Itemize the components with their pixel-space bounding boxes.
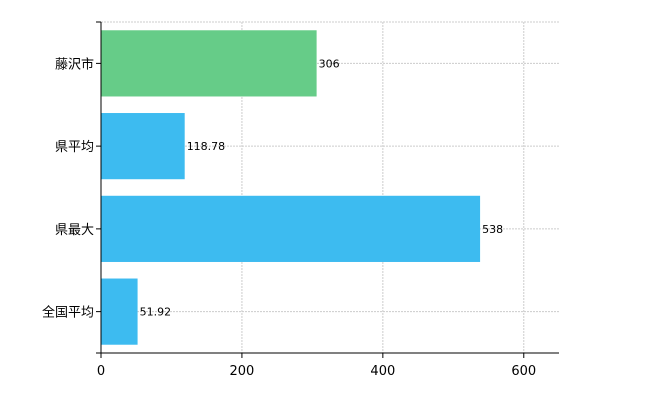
data-label: 51.92: [140, 306, 172, 319]
data-label: 538: [482, 223, 503, 236]
x-tick-label: 400: [370, 364, 395, 379]
y-tick-label: 県最大: [55, 223, 94, 238]
axes: [96, 21, 559, 358]
bar: [101, 30, 317, 97]
bar: [101, 278, 138, 345]
x-tick-label: 200: [230, 364, 255, 379]
x-tick-label: 600: [511, 364, 536, 379]
data-label: 306: [319, 57, 340, 70]
x-tick-label: 0: [97, 364, 105, 379]
labels: 306 藤沢市 118.78 県平均 538 県最大 51.92 全国平均 0 200 400 600: [42, 56, 536, 379]
bar: [101, 113, 185, 180]
bars: [101, 30, 481, 345]
y-tick-label: 全国平均: [42, 305, 94, 321]
bar: [101, 195, 481, 262]
y-tick-label: 藤沢市: [55, 56, 94, 72]
y-tick-label: 県平均: [55, 140, 94, 155]
data-label: 118.78: [187, 140, 226, 153]
